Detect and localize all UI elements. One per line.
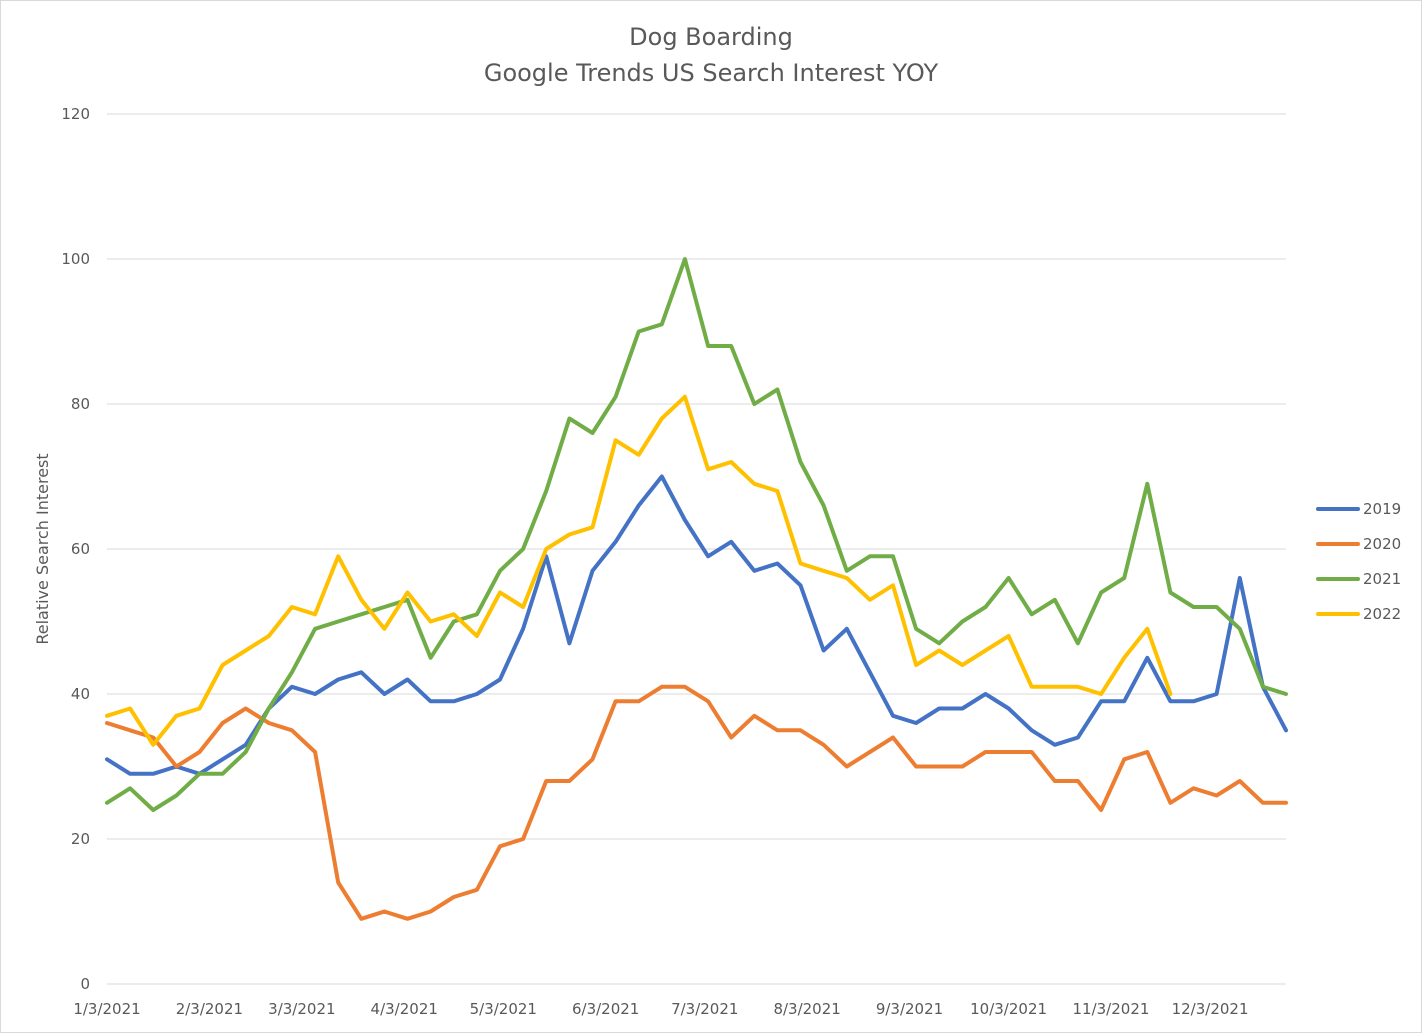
chart-subtitle: Google Trends US Search Interest YOY — [484, 59, 939, 87]
series-lines — [105, 257, 1288, 921]
x-tick-label: 5/3/2021 — [470, 1000, 537, 1018]
legend-label-2022: 2022 — [1363, 605, 1401, 623]
x-tick-label: 7/3/2021 — [671, 1000, 738, 1018]
chart-title: Dog Boarding — [629, 23, 793, 51]
legend-label-2021: 2021 — [1363, 570, 1401, 588]
legend-label-2020: 2020 — [1363, 535, 1401, 553]
x-tick-label: 2/3/2021 — [176, 1000, 243, 1018]
y-tick-label: 0 — [80, 975, 90, 993]
y-tick-label: 20 — [71, 830, 90, 848]
y-axis-label: Relative Search Interest — [33, 453, 52, 644]
x-tick-label: 10/3/2021 — [970, 1000, 1047, 1018]
series-line-2020 — [105, 684, 1288, 921]
legend: 2019 2020 2021 2022 — [1316, 500, 1401, 623]
y-tick-label: 120 — [61, 105, 90, 123]
x-tick-label: 12/3/2021 — [1172, 1000, 1249, 1018]
series-line-2021 — [105, 257, 1288, 812]
x-tick-label: 4/3/2021 — [371, 1000, 438, 1018]
gridlines — [107, 113, 1286, 985]
legend-label-2019: 2019 — [1363, 500, 1401, 518]
x-tick-label: 8/3/2021 — [773, 1000, 840, 1018]
x-tick-label: 3/3/2021 — [268, 1000, 335, 1018]
y-tick-label: 100 — [61, 250, 90, 268]
y-tick-label: 60 — [71, 540, 90, 558]
x-tick-label: 6/3/2021 — [572, 1000, 639, 1018]
y-tick-label: 40 — [71, 685, 90, 703]
y-tick-labels: 0 20 40 60 80 100 120 — [61, 105, 90, 993]
x-tick-label: 11/3/2021 — [1073, 1000, 1150, 1018]
x-tick-labels: 1/3/2021 2/3/2021 3/3/2021 4/3/2021 5/3/2021… — [73, 1000, 1248, 1018]
x-tick-label: 9/3/2021 — [876, 1000, 943, 1018]
x-tick-label: 1/3/2021 — [73, 1000, 140, 1018]
y-tick-label: 80 — [71, 395, 90, 413]
series-line-2022 — [105, 394, 1173, 747]
series-line-2019 — [105, 474, 1288, 776]
